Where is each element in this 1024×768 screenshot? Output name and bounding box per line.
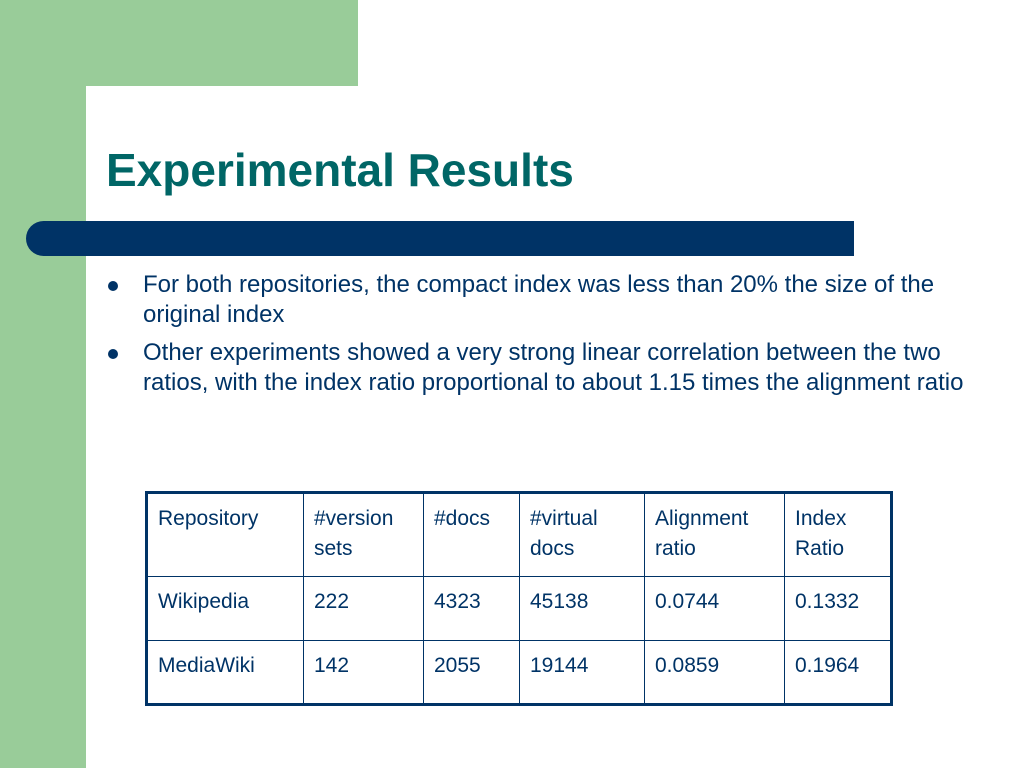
table-cell: 45138 xyxy=(519,576,645,641)
bullet-dot-icon xyxy=(108,349,118,359)
table-cell: 0.0744 xyxy=(644,576,785,641)
table-cell: 4323 xyxy=(423,576,520,641)
decorative-green-band-left xyxy=(0,0,86,768)
slide-title: Experimental Results xyxy=(106,144,574,196)
table-cell: MediaWiki xyxy=(146,640,304,705)
table-cell: Wikipedia xyxy=(146,576,304,641)
bullet-text: For both repositories, the compact index… xyxy=(143,271,935,328)
bullet-text: Other experiments showed a very strong l… xyxy=(143,339,964,396)
header-cell: #virtual docs xyxy=(519,492,645,577)
bullet-list: For both repositories, the compact index… xyxy=(104,270,984,406)
header-cell: Repository xyxy=(146,492,304,577)
table-cell: 0.1964 xyxy=(784,640,892,705)
table-cell: 142 xyxy=(303,640,424,705)
results-table: Repository #version sets #docs #virtual … xyxy=(145,491,893,706)
table-row: MediaWiki 142 2055 19144 0.0859 0.1964 xyxy=(146,640,892,705)
header-cell: Index Ratio xyxy=(784,492,892,577)
bullet-item: For both repositories, the compact index… xyxy=(104,270,984,330)
table-cell: 0.0859 xyxy=(644,640,785,705)
bullet-item: Other experiments showed a very strong l… xyxy=(104,338,984,398)
header-cell: Alignment ratio xyxy=(644,492,785,577)
table-cell: 0.1332 xyxy=(784,576,892,641)
table-row: Wikipedia 222 4323 45138 0.0744 0.1332 xyxy=(146,576,892,641)
table-cell: 19144 xyxy=(519,640,645,705)
bullet-dot-icon xyxy=(108,281,118,291)
table-cell: 222 xyxy=(303,576,424,641)
table-header-row: Repository #version sets #docs #virtual … xyxy=(146,492,892,577)
header-cell: #docs xyxy=(423,492,520,577)
title-underline-bar xyxy=(26,221,854,256)
header-cell: #version sets xyxy=(303,492,424,577)
table-cell: 2055 xyxy=(423,640,520,705)
